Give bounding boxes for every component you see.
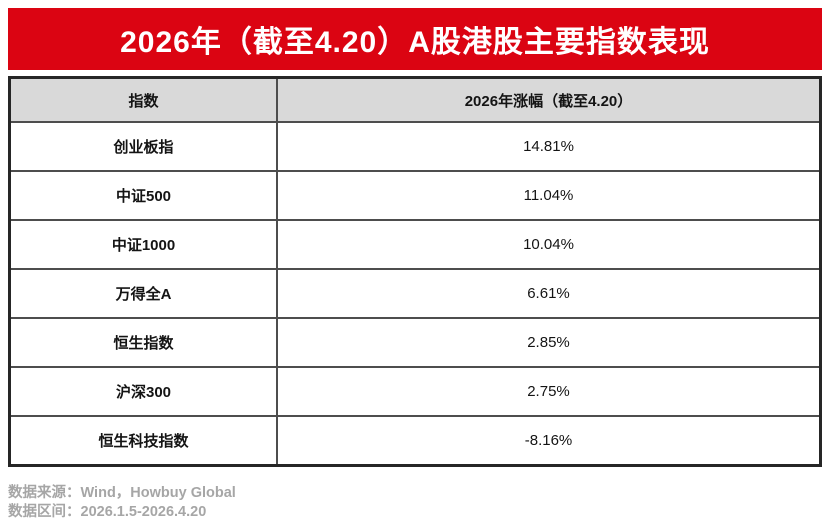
index-name-cell: 万得全A (8, 268, 278, 319)
return-value-cell: 11.04% (276, 170, 822, 221)
table-row: 恒生科技指数 -8.16% (8, 415, 822, 467)
table-row: 中证500 11.04% (8, 170, 822, 221)
table-row: 创业板指 14.81% (8, 121, 822, 172)
column-header-return: 2026年涨幅（截至4.20） (276, 76, 822, 123)
return-value-cell: 2.75% (276, 366, 822, 417)
return-value-cell: 2.85% (276, 317, 822, 368)
title-banner: 2026年（截至4.20）A股港股主要指数表现 (8, 8, 822, 70)
table-row: 万得全A 6.61% (8, 268, 822, 319)
footer-notes: 数据来源：Wind，Howbuy Global 数据区间：2026.1.5-20… (8, 484, 236, 521)
return-value-cell: 14.81% (276, 121, 822, 172)
index-name-cell: 创业板指 (8, 121, 278, 172)
return-value-cell: -8.16% (276, 415, 822, 467)
table-row: 沪深300 2.75% (8, 366, 822, 417)
index-name-cell: 恒生指数 (8, 317, 278, 368)
table-row: 中证1000 10.04% (8, 219, 822, 270)
index-name-cell: 沪深300 (8, 366, 278, 417)
table-header: 指数 2026年涨幅（截至4.20） (8, 76, 822, 123)
index-name-cell: 恒生科技指数 (8, 415, 278, 467)
return-value-cell: 10.04% (276, 219, 822, 270)
page-title: 2026年（截至4.20）A股港股主要指数表现 (120, 26, 710, 59)
return-value-cell: 6.61% (276, 268, 822, 319)
data-source-note: 数据来源：Wind，Howbuy Global (8, 485, 236, 501)
index-performance-table: 指数 2026年涨幅（截至4.20） 创业板指 14.81% 中证500 11.04%… (8, 76, 822, 467)
index-name-cell: 中证500 (8, 170, 278, 221)
table-header-row: 指数 2026年涨幅（截至4.20） (8, 76, 822, 123)
column-header-index: 指数 (8, 76, 278, 123)
data-period-note: 数据区间：2026.1.5-2026.4.20 (8, 503, 207, 520)
table-row: 恒生指数 2.85% (8, 317, 822, 368)
index-name-cell: 中证1000 (8, 219, 278, 270)
table-body: 创业板指 14.81% 中证500 11.04% 中证1000 10.04% 万得全A 6.6… (8, 121, 822, 467)
